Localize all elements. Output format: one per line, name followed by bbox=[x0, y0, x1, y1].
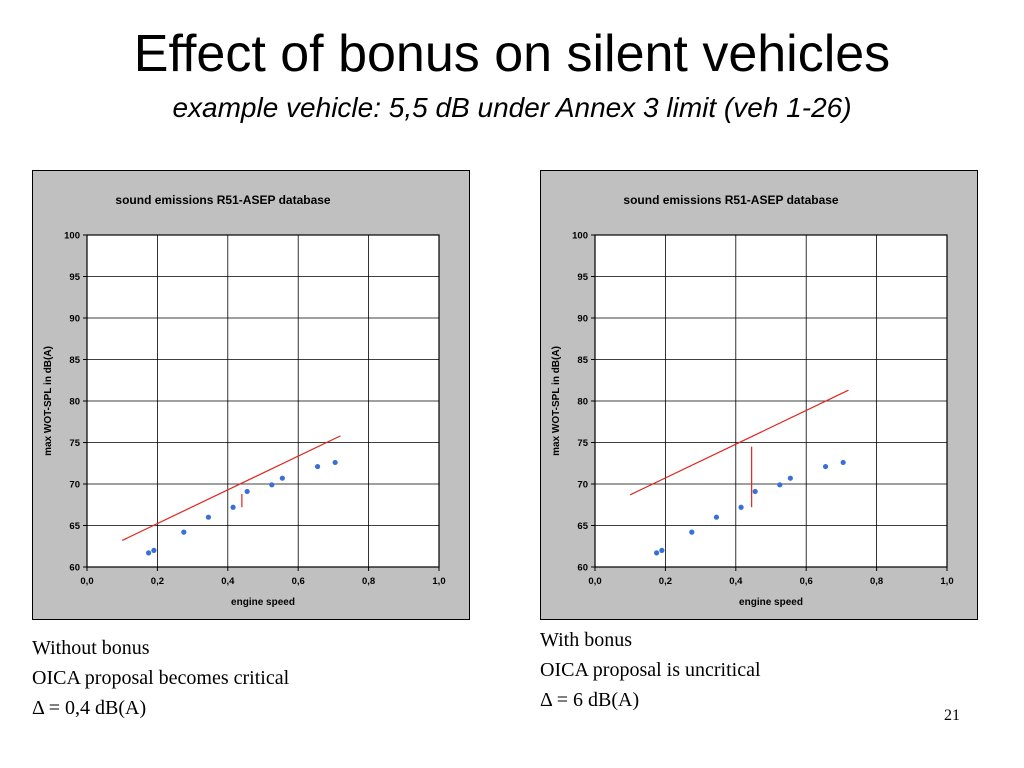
data-point bbox=[738, 504, 744, 510]
y-tick-label: 85 bbox=[577, 355, 588, 366]
y-tick-label: 60 bbox=[577, 563, 588, 574]
data-point bbox=[332, 459, 338, 466]
x-tick-label: 0,8 bbox=[870, 576, 883, 587]
y-tick-label: 90 bbox=[577, 314, 588, 325]
data-point bbox=[689, 529, 695, 535]
data-point bbox=[181, 529, 187, 535]
x-tick-label: 0,0 bbox=[588, 576, 601, 587]
x-tick-label: 0,6 bbox=[800, 576, 813, 587]
slide-title: Effect of bonus on silent vehicles bbox=[133, 25, 891, 83]
y-tick-label: 95 bbox=[577, 272, 588, 283]
data-point bbox=[713, 514, 720, 520]
x-tick-label: 0,8 bbox=[362, 576, 375, 587]
x-tick-label: 1,0 bbox=[940, 576, 953, 587]
y-tick-label: 90 bbox=[69, 314, 80, 325]
chart-svg-with-bonus: sound emissions R51-ASEP database 60 65 70 7… bbox=[551, 193, 954, 608]
caption-without-bonus: Without bonus OICA proposal becomes crit… bbox=[32, 633, 289, 723]
y-tick-label: 100 bbox=[572, 231, 588, 242]
chart-panel-with-bonus: sound emissions R51-ASEP database 60 65 70 7… bbox=[540, 170, 978, 620]
y-tick-label: 70 bbox=[69, 480, 80, 491]
y-tick-label: 95 bbox=[69, 272, 80, 283]
caption-line-3: Δ = 0,4 dB(A) bbox=[32, 697, 147, 719]
y-tick-label: 80 bbox=[69, 397, 80, 408]
chart-panel-without-bonus: sound emissions R51-ASEP database 60 65 70 7… bbox=[32, 170, 470, 620]
x-axis-label: engine speed bbox=[739, 597, 803, 608]
data-point bbox=[146, 550, 152, 556]
slide-number: 21 bbox=[944, 707, 960, 724]
data-point bbox=[840, 459, 846, 466]
data-point bbox=[151, 547, 157, 553]
caption-line-1: Without bonus bbox=[32, 637, 150, 659]
x-tick-label: 0,0 bbox=[80, 576, 93, 587]
caption-line-2: OICA proposal becomes critical bbox=[32, 667, 290, 689]
data-point bbox=[314, 463, 321, 470]
x-axis-label: engine speed bbox=[231, 597, 295, 608]
limit-line bbox=[121, 435, 341, 541]
y-tick-label: 65 bbox=[577, 521, 588, 532]
chart-title: sound emissions R51-ASEP database bbox=[115, 193, 331, 207]
y-axis-label: max WOT-SPL in dB(A) bbox=[551, 346, 562, 456]
x-tick-label: 0,4 bbox=[221, 576, 235, 587]
data-point bbox=[654, 550, 660, 556]
y-tick-label: 85 bbox=[69, 355, 80, 366]
plot-border bbox=[86, 234, 440, 568]
chart-title: sound emissions R51-ASEP database bbox=[623, 193, 839, 207]
data-point bbox=[822, 463, 829, 470]
x-tick-label: 1,0 bbox=[432, 576, 445, 587]
limit-line bbox=[629, 389, 849, 496]
data-point bbox=[659, 547, 665, 553]
data-point bbox=[269, 482, 275, 488]
data-point bbox=[230, 504, 236, 510]
data-point bbox=[752, 488, 758, 495]
caption-line-2: OICA proposal is uncritical bbox=[540, 659, 761, 681]
y-tick-label: 70 bbox=[577, 480, 588, 491]
data-point bbox=[279, 475, 285, 481]
y-tick-label: 100 bbox=[64, 231, 80, 242]
caption-line-3: Δ = 6 dB(A) bbox=[540, 689, 640, 711]
x-tick-label: 0,2 bbox=[151, 576, 164, 587]
plot-border bbox=[594, 234, 948, 568]
y-tick-label: 65 bbox=[69, 521, 80, 532]
y-tick-label: 80 bbox=[577, 397, 588, 408]
y-tick-label: 75 bbox=[577, 438, 588, 449]
caption-with-bonus: With bonus OICA proposal is uncritical Δ… bbox=[540, 625, 761, 715]
x-tick-label: 0,2 bbox=[659, 576, 672, 587]
chart-svg-without-bonus: sound emissions R51-ASEP database 60 65 70 7… bbox=[43, 193, 446, 608]
data-point bbox=[205, 514, 212, 520]
data-point bbox=[777, 482, 783, 488]
data-point bbox=[244, 488, 250, 495]
x-tick-label: 0,4 bbox=[729, 576, 743, 587]
y-tick-label: 75 bbox=[69, 438, 80, 449]
caption-line-1: With bonus bbox=[540, 629, 632, 651]
y-axis-label: max WOT-SPL in dB(A) bbox=[43, 346, 54, 456]
x-tick-label: 0,6 bbox=[292, 576, 305, 587]
y-tick-label: 60 bbox=[69, 563, 80, 574]
data-point bbox=[787, 475, 793, 481]
slide-subtitle: example vehicle: 5,5 dB under Annex 3 li… bbox=[172, 92, 852, 123]
